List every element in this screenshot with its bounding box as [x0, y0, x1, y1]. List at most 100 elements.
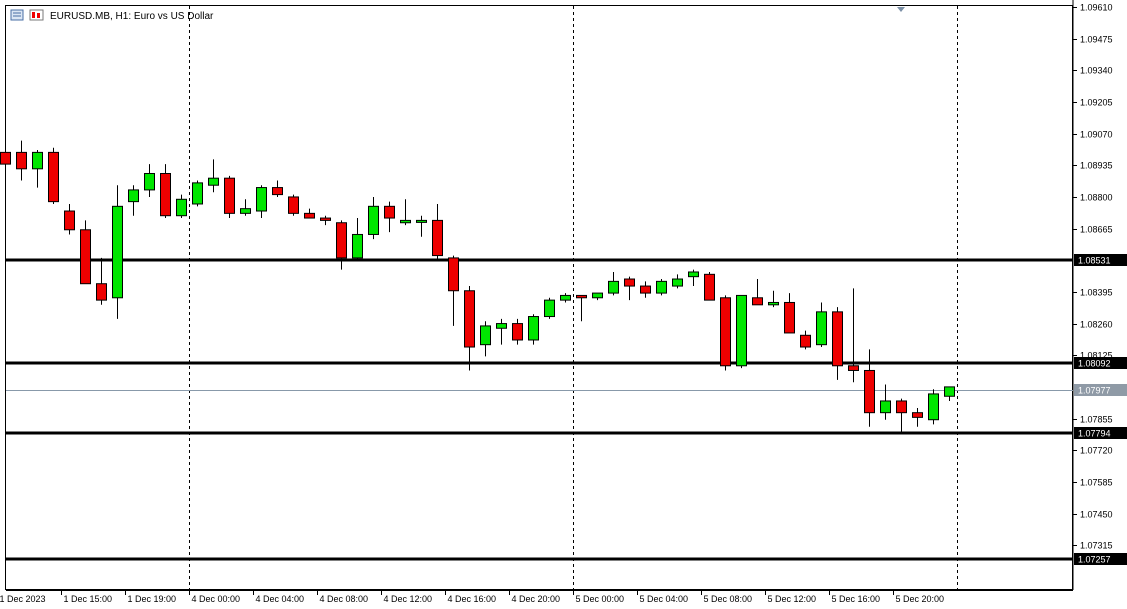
candle-bear: [272, 187, 283, 196]
period-separators: [189, 6, 958, 590]
x-tick-label: 5 Dec 20:00: [896, 594, 945, 604]
candle-bear: [576, 294, 587, 299]
price-axis[interactable]: 1.09610 1.09475 1.09340 1.09205 1.09070 1.089…: [1073, 3, 1127, 566]
time-axis[interactable]: 1 Dec 2023 1 Dec 15:00 1 Dec 19:00 4 Dec 00…: [0, 590, 1073, 604]
level-price-text: 1.08531: [1078, 256, 1111, 266]
candle-bear: [160, 172, 171, 217]
y-tick-label: 1.08395: [1080, 288, 1113, 298]
y-tick-label: 1.09205: [1080, 98, 1113, 108]
y-tick-label: 1.08935: [1080, 161, 1113, 171]
candle-bull: [944, 386, 955, 397]
horizontal-levels[interactable]: [6, 258, 1073, 561]
x-tick-label: 5 Dec 04:00: [640, 594, 689, 604]
candle-bear: [640, 285, 651, 294]
candle-bull: [176, 198, 187, 217]
y-tick-label: 1.07855: [1080, 415, 1113, 425]
x-tick-label: 4 Dec 08:00: [320, 594, 369, 604]
candle-bear: [48, 151, 59, 203]
x-tick-label: 5 Dec 08:00: [704, 594, 753, 604]
candle-bear: [464, 290, 475, 348]
y-tick-label: 1.07720: [1080, 446, 1113, 456]
candle-bull: [736, 294, 747, 367]
y-tick-label: 1.09340: [1080, 66, 1113, 76]
candle-bear: [720, 297, 731, 367]
candle-bull: [32, 151, 43, 170]
candle-bull: [352, 233, 363, 259]
candle-bull: [816, 311, 827, 346]
candle-bull: [544, 299, 555, 318]
chart-frame: [5, 5, 1073, 590]
candle-bear: [96, 283, 107, 301]
x-tick-label: 5 Dec 12:00: [768, 594, 817, 604]
y-tick-label: 1.09610: [1080, 3, 1113, 13]
candle-bull: [656, 280, 667, 294]
candle-bull: [400, 219, 411, 224]
x-tick-label: 4 Dec 00:00: [192, 594, 241, 604]
level-price-label: [1074, 553, 1127, 565]
candle-bear: [448, 257, 459, 292]
y-tick-label: 1.09475: [1080, 35, 1113, 45]
y-tick-label: 1.09070: [1080, 130, 1113, 140]
candle-bull: [592, 292, 603, 299]
candle-bull: [240, 208, 251, 214]
level-price-label: [1074, 254, 1127, 266]
candle-bear: [288, 196, 299, 214]
chart-shift-marker-icon[interactable]: [897, 7, 905, 12]
candle-bear: [752, 297, 763, 306]
candle-bear: [64, 210, 75, 231]
x-tick-label: 1 Dec 2023: [0, 594, 46, 604]
x-tick-label: 1 Dec 19:00: [128, 594, 177, 604]
candle-bull: [256, 187, 267, 212]
candle-bull: [688, 271, 699, 278]
candle-bull: [416, 219, 427, 223]
candle-bull: [672, 278, 683, 287]
candle-bull: [528, 316, 539, 341]
candle-bear: [384, 205, 395, 219]
candle-bear: [848, 365, 859, 371]
level-price-label: [1074, 427, 1127, 439]
candle-bear: [896, 400, 907, 414]
candle-bull: [144, 172, 155, 191]
candle-bear: [16, 151, 27, 170]
candle-bull: [768, 301, 779, 306]
x-tick-label: 5 Dec 16:00: [832, 594, 881, 604]
candle-bear: [800, 334, 811, 348]
chart-window-icon[interactable]: [10, 9, 24, 21]
bid-price-label: [1074, 384, 1127, 396]
x-tick-label: 4 Dec 04:00: [256, 594, 305, 604]
chart-type-icon[interactable]: [29, 9, 44, 21]
y-tick-label: 1.07315: [1080, 541, 1113, 551]
candle-bear: [912, 412, 923, 418]
level-price-label: [1074, 357, 1127, 369]
candle-bear: [320, 217, 331, 221]
candle-bear: [304, 212, 315, 219]
candle-bull: [496, 323, 507, 329]
x-tick-label: 4 Dec 12:00: [384, 594, 433, 604]
candle-bear: [432, 219, 443, 257]
level-price-text: 1.07794: [1078, 429, 1111, 439]
x-tick-label: 5 Dec 00:00: [576, 594, 625, 604]
candle-bull: [880, 400, 891, 414]
bid-price-text: 1.07977: [1078, 386, 1111, 396]
candle-bull: [480, 325, 491, 346]
x-tick-label: 1 Dec 15:00: [64, 594, 113, 604]
candle-bull: [608, 280, 619, 294]
y-tick-label: 1.08665: [1080, 225, 1113, 235]
candle-bull: [192, 182, 203, 205]
y-tick-label: 1.07450: [1080, 510, 1113, 520]
chart-header: EURUSD.MB, H1: Euro vs US Dollar: [10, 9, 214, 22]
candle-bear: [0, 151, 11, 165]
y-tick-label: 1.08260: [1080, 320, 1113, 330]
candle-bear: [864, 369, 875, 414]
candle-bull: [368, 205, 379, 235]
candle-bear: [704, 273, 715, 301]
candle-bear: [832, 311, 843, 367]
level-price-text: 1.07257: [1078, 555, 1111, 565]
x-tick-label: 4 Dec 20:00: [512, 594, 561, 604]
x-tick-label: 4 Dec 16:00: [448, 594, 497, 604]
y-tick-label: 1.07585: [1080, 478, 1113, 488]
candle-bear: [224, 177, 235, 214]
candles: [0, 140, 955, 434]
candle-bear: [512, 323, 523, 341]
